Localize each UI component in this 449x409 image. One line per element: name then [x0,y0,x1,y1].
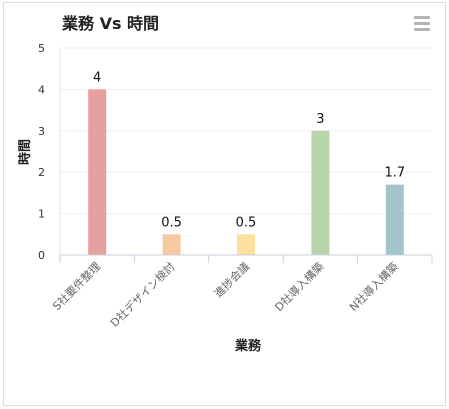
y-tick-label: 2 [38,166,45,179]
y-tick-label: 1 [38,208,45,221]
bar[interactable] [162,234,181,255]
x-axis-label: 業務 [234,338,262,354]
x-tick-label: D社デザイン検討 [107,259,177,329]
chart-title: 業務 Vs 時間 [62,14,160,33]
x-tick-label: D社導入構築 [272,259,327,314]
data-label: 1.7 [384,166,405,181]
grid-lines [60,47,432,215]
data-label: 4 [93,70,101,85]
bar[interactable] [311,130,330,255]
y-tick-label: 3 [38,125,45,138]
hamburger-menu-icon-bar [414,22,430,25]
hamburger-menu-icon [414,16,430,19]
hamburger-menu-icon-bar [414,28,430,31]
x-tick-label: N社導入構築 [346,259,401,314]
y-axis-label: 時間 [17,139,33,165]
axes [59,48,433,263]
bar[interactable] [88,89,107,256]
chart-menu-button[interactable] [412,15,432,33]
bar[interactable] [385,184,404,255]
chart-card [3,2,446,406]
data-label: 0.5 [161,215,182,230]
y-tick-label: 5 [38,42,45,55]
y-tick-label: 0 [38,249,45,262]
bars [88,89,404,256]
data-label: 0.5 [236,215,257,230]
x-tick-label: S社要件整理 [50,259,104,313]
data-label: 3 [316,112,324,127]
x-tick-label: 進捗会議 [211,259,252,300]
bar[interactable] [237,234,255,255]
y-tick-label: 4 [38,83,45,96]
